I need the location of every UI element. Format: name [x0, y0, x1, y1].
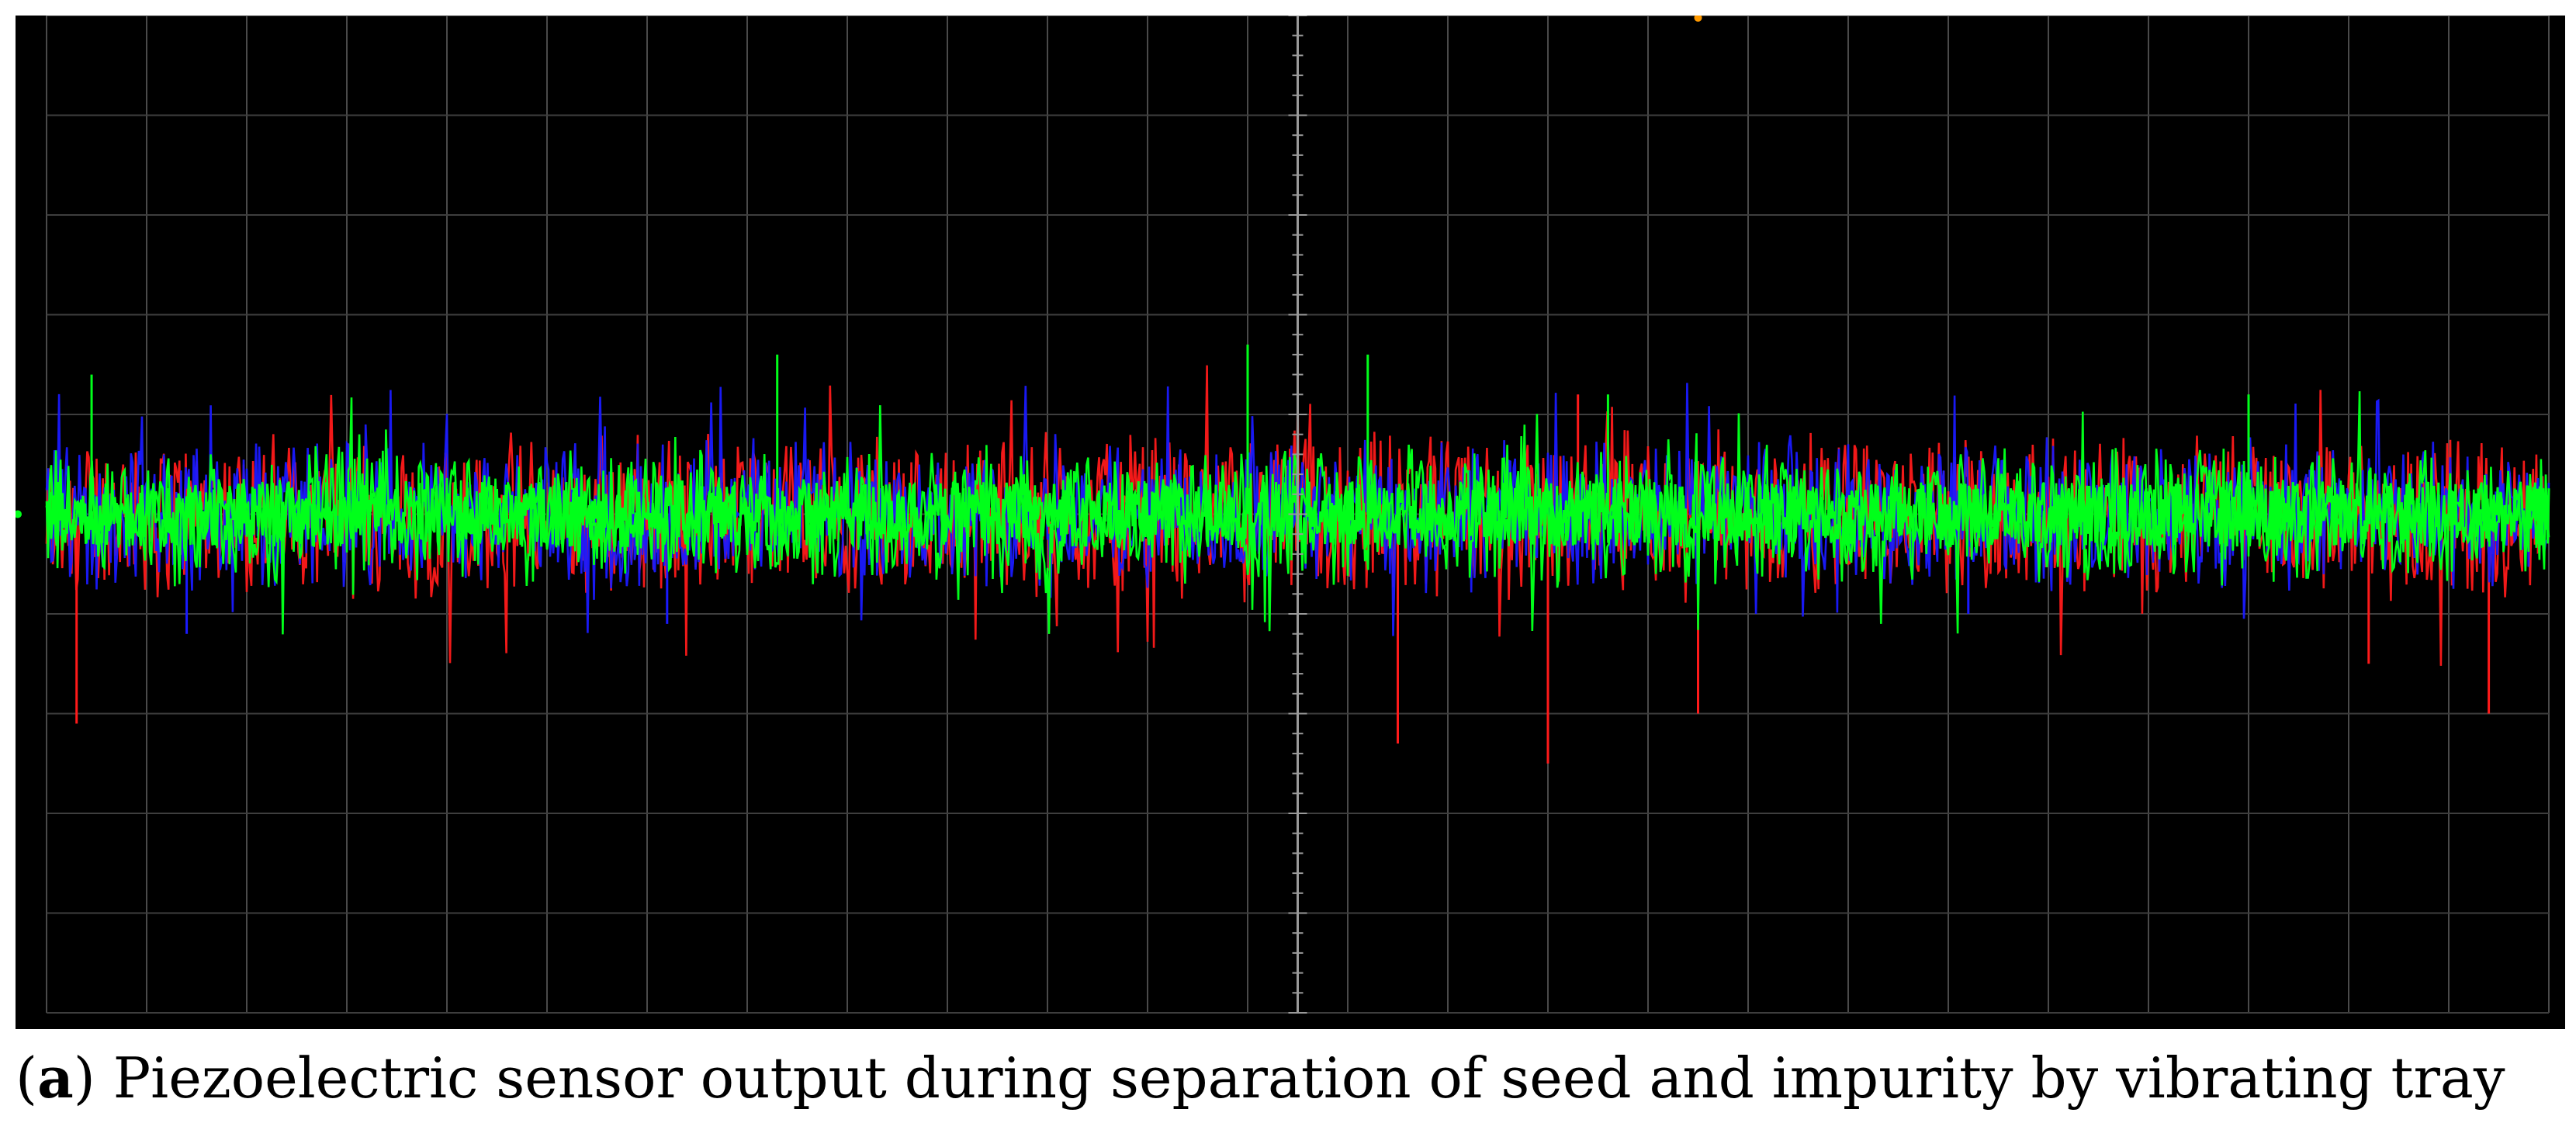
caption-letter: a: [37, 1045, 74, 1111]
caption-open-paren: (: [16, 1045, 38, 1111]
caption-text: Piezoelectric sensor output during separ…: [95, 1045, 2505, 1111]
figure-caption: (a) Piezoelectric sensor output during s…: [16, 1035, 2568, 1121]
oscilloscope-screen: [16, 16, 2565, 1029]
caption-close-paren: ): [73, 1045, 95, 1111]
channel-marker: [16, 510, 22, 518]
trigger-marker: [1694, 16, 1702, 22]
oscilloscope-plot: [16, 16, 2550, 1014]
center-axis: [16, 16, 1702, 1014]
